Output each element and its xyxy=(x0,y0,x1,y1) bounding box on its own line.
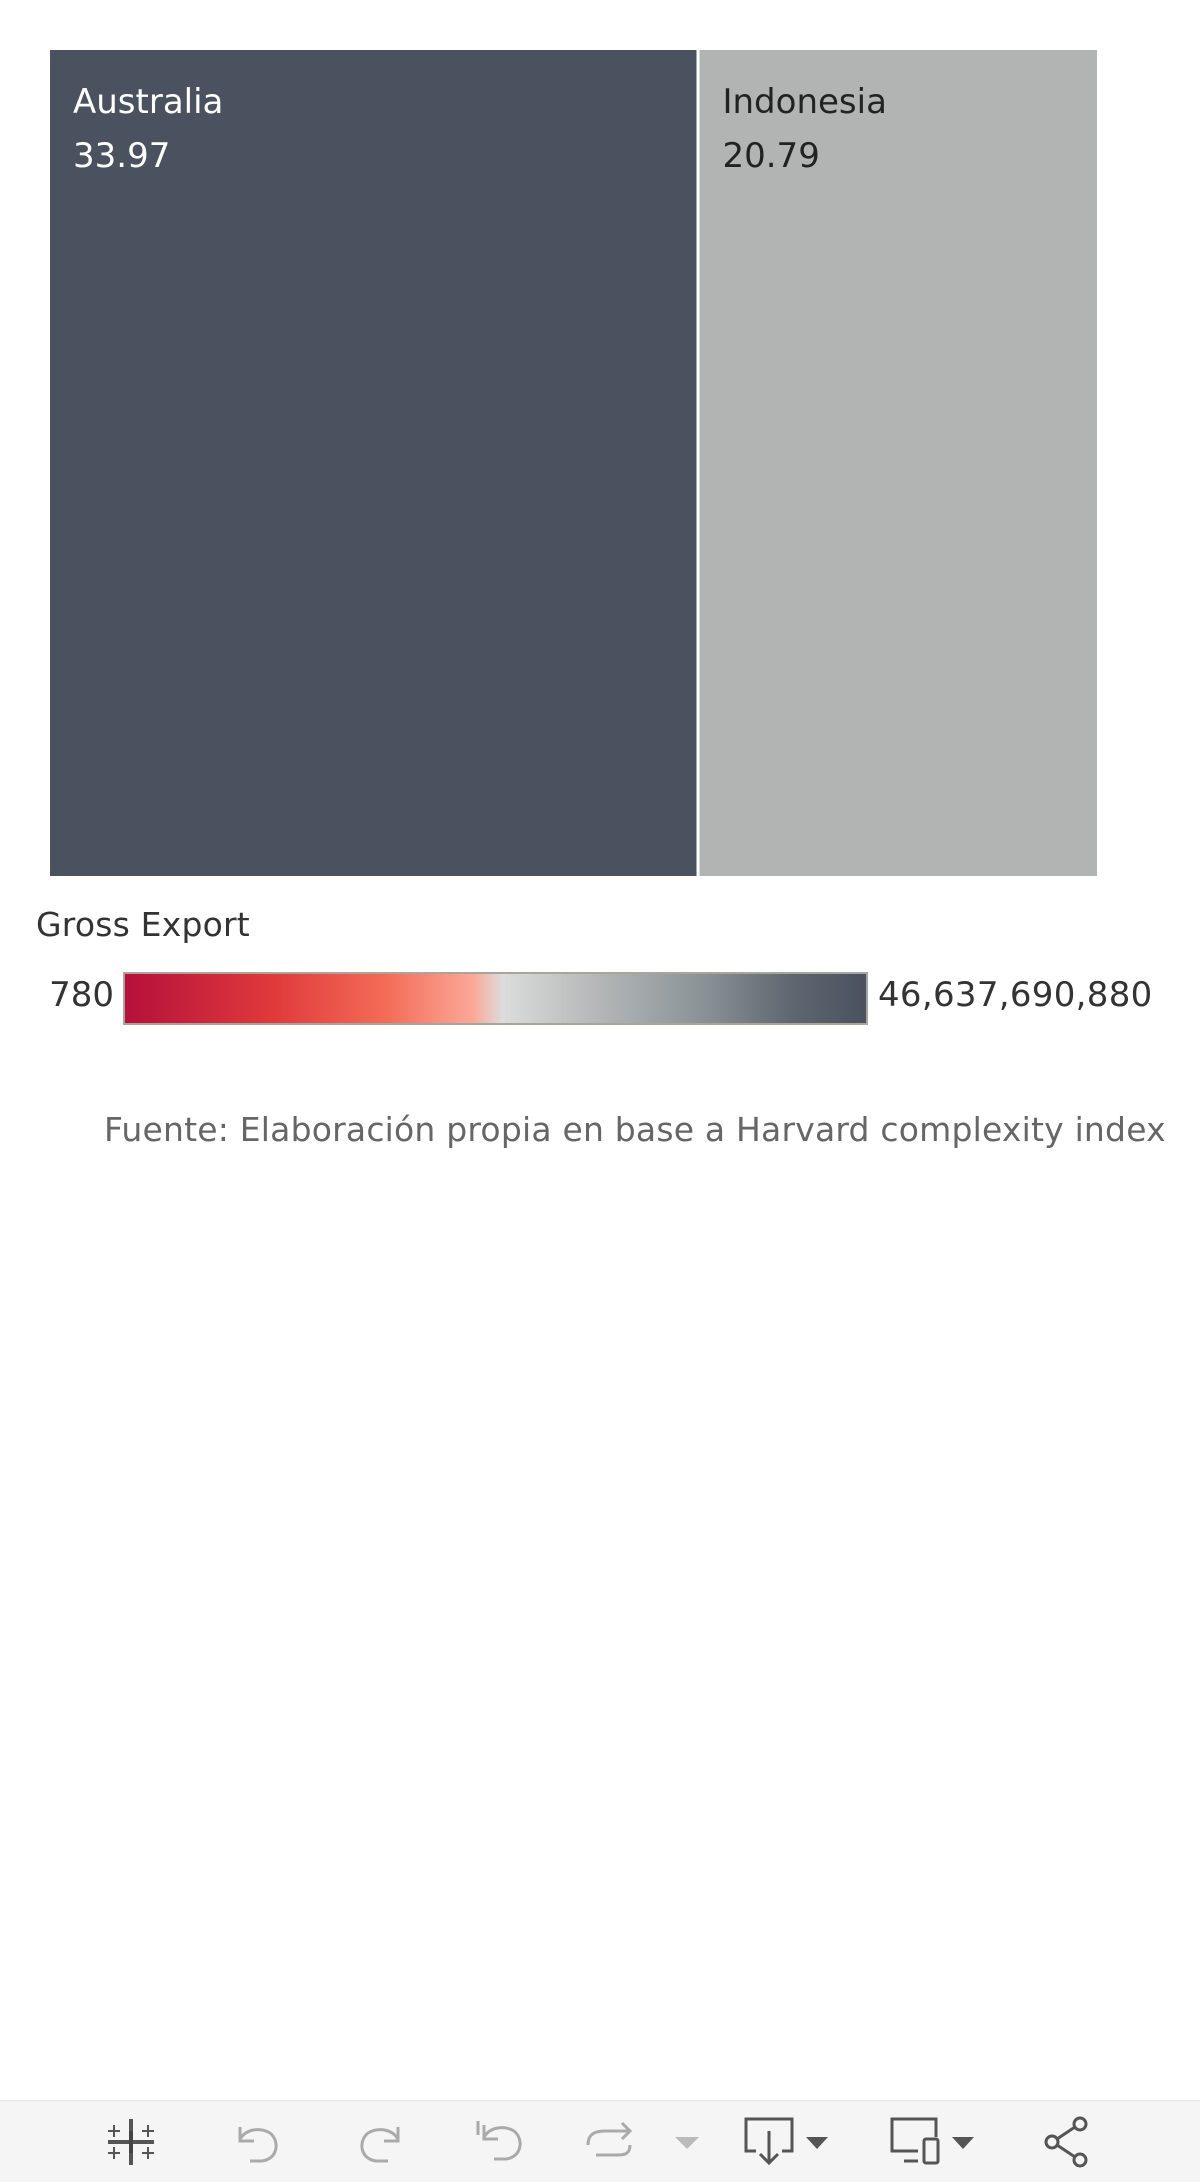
treemap-tile-rect[interactable] xyxy=(699,50,1097,876)
tile-label: Indonesia xyxy=(722,82,886,122)
refresh-icon[interactable] xyxy=(582,2115,636,2169)
tile-value: 20.79 xyxy=(722,136,819,176)
device-layout-icon[interactable] xyxy=(888,2115,978,2169)
treemap-chart: Australia 33.97 Indonesia 20.79 xyxy=(50,50,1097,876)
undo-icon[interactable] xyxy=(232,2115,286,2169)
source-note: Fuente: Elaboración propia en base a Har… xyxy=(104,1110,1166,1149)
tableau-logo-icon[interactable] xyxy=(104,2115,158,2169)
share-icon[interactable] xyxy=(1040,2115,1094,2169)
treemap-tile-rect[interactable] xyxy=(50,50,697,876)
tile-label: Australia xyxy=(73,82,223,122)
download-icon[interactable] xyxy=(742,2115,832,2169)
pause-dropdown-icon[interactable] xyxy=(672,2115,702,2169)
treemap-tile-indonesia[interactable]: Indonesia 20.79 xyxy=(699,50,1097,876)
bottom-toolbar xyxy=(0,2100,1200,2182)
revert-icon[interactable] xyxy=(472,2115,526,2169)
tile-value: 33.97 xyxy=(73,136,170,176)
color-gradient-bar xyxy=(123,972,868,1025)
legend-title: Gross Export xyxy=(36,905,250,944)
treemap-tile-australia[interactable]: Australia 33.97 xyxy=(50,50,697,876)
legend-max-label: 46,637,690,880 xyxy=(878,975,1153,1015)
redo-icon[interactable] xyxy=(352,2115,406,2169)
legend-min-label: 780 xyxy=(49,975,114,1015)
